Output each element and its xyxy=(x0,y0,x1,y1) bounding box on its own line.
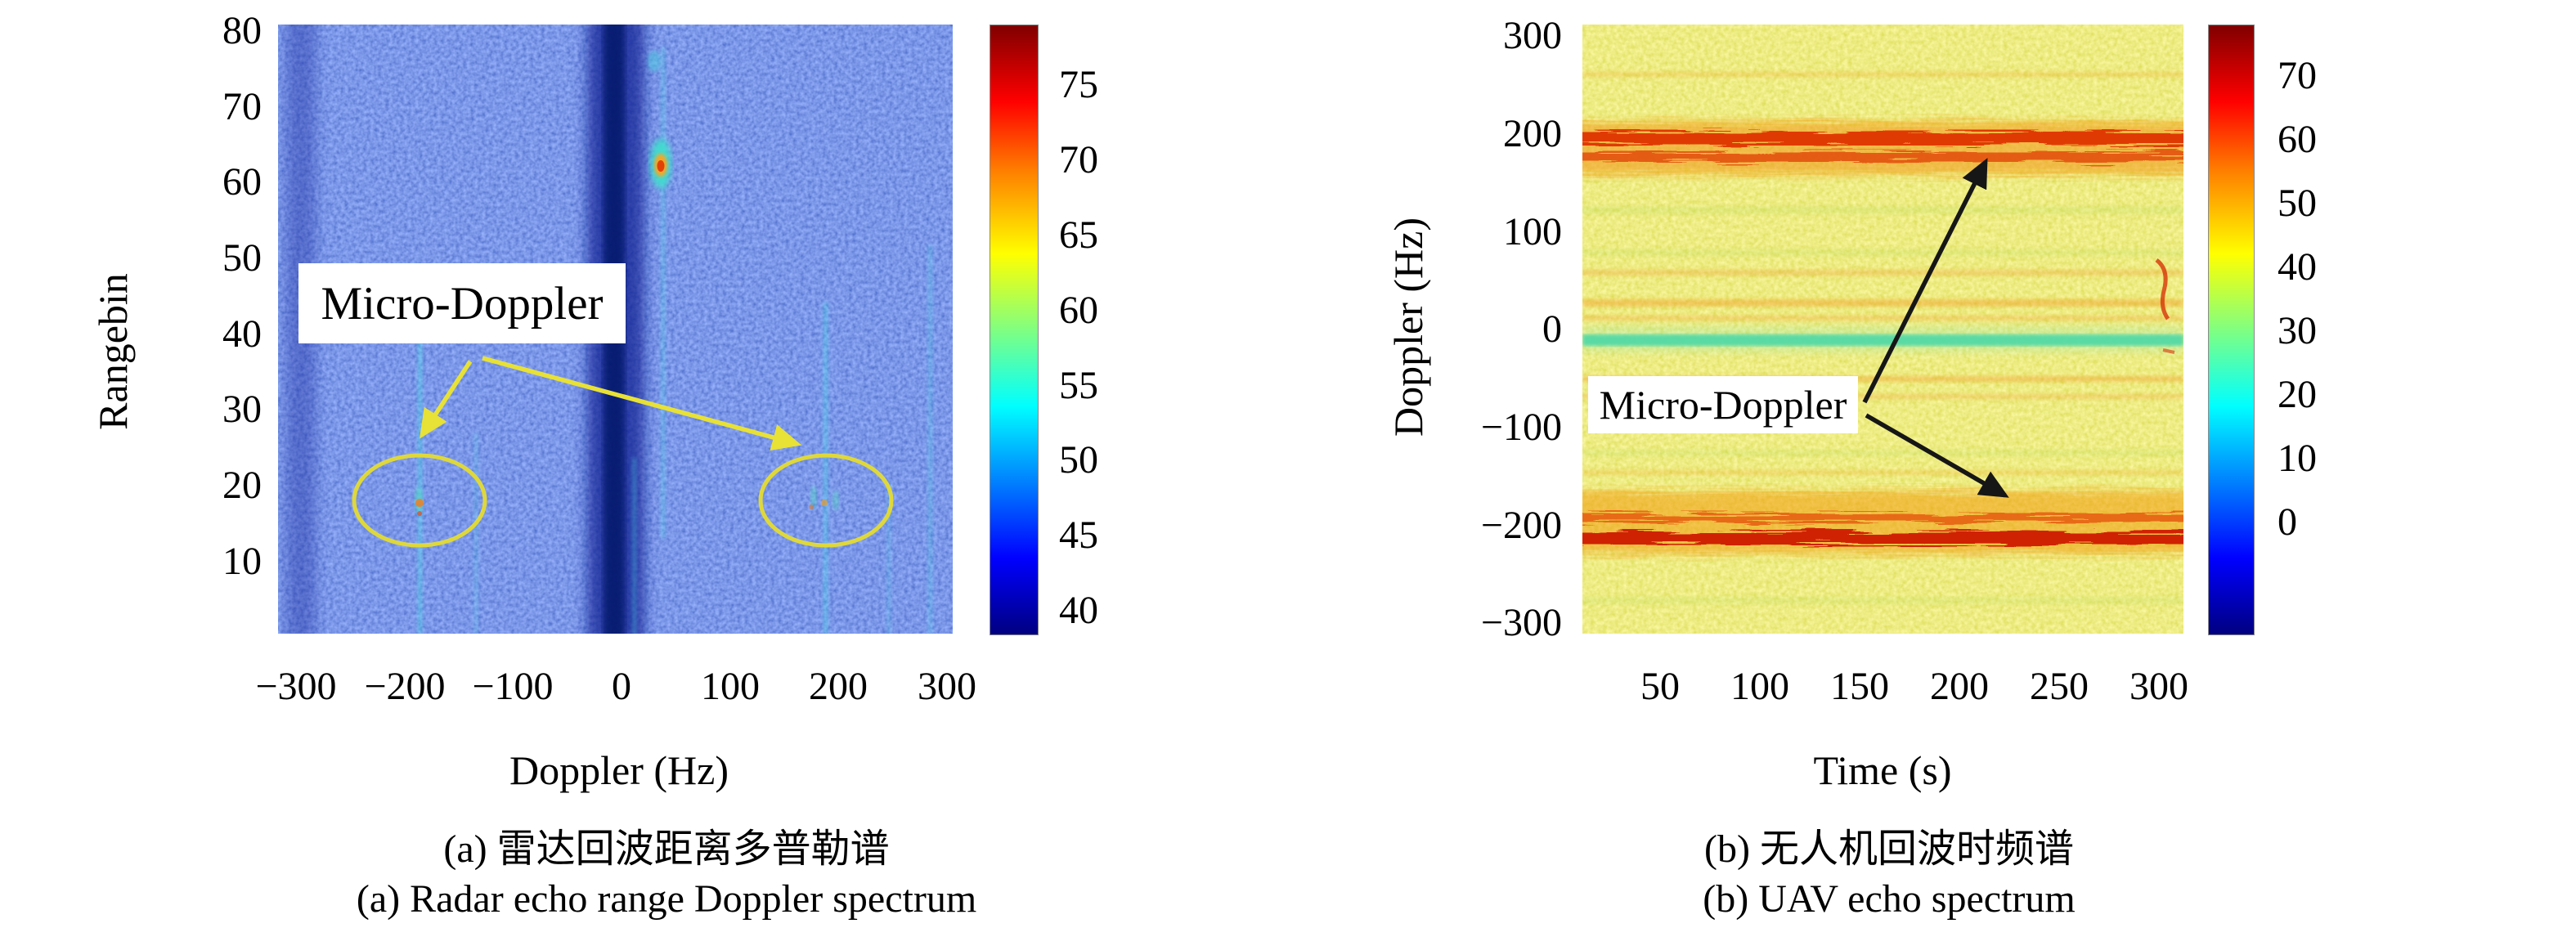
panel-b-lower-doppler-band xyxy=(1582,491,2183,554)
tick-label: 0 xyxy=(612,665,631,708)
panel-b-y-tick-labels: 300 200 100 0 −100 −200 −300 xyxy=(1439,0,1562,654)
panel-b-micro-doppler-label: Micro-Doppler xyxy=(1599,382,1847,428)
tick-label: 40 xyxy=(222,312,262,356)
panel-a-caption-zh: (a) 雷达回波距离多普勒谱 xyxy=(443,827,890,871)
tick-label: 70 xyxy=(1059,138,1098,182)
tick-label: 200 xyxy=(1930,665,1989,708)
tick-label: −300 xyxy=(1480,601,1562,645)
tick-label: 300 xyxy=(1503,14,1562,58)
panel-a-x-axis-title: Doppler (Hz) xyxy=(509,747,729,793)
tick-label: 70 xyxy=(2278,54,2317,97)
tick-label: 50 xyxy=(2278,182,2317,225)
tick-label: 300 xyxy=(918,665,976,708)
tick-label: 0 xyxy=(1542,307,1562,352)
tick-label: 200 xyxy=(1503,112,1562,156)
tick-label: 50 xyxy=(1059,438,1098,482)
panel-b-red-artifact xyxy=(2155,258,2170,321)
panel-b-heatmap-image xyxy=(1582,25,2183,634)
panel-b-x-axis-title: Time (s) xyxy=(1813,747,1952,793)
tick-label: 40 xyxy=(1059,589,1098,632)
tick-label: −100 xyxy=(1480,406,1562,450)
tick-label: 10 xyxy=(222,540,262,584)
tick-label: 40 xyxy=(2278,245,2317,289)
tick-label: 80 xyxy=(222,9,262,53)
tick-label: 70 xyxy=(222,85,262,129)
tick-label: 60 xyxy=(1059,289,1098,332)
tick-label: −200 xyxy=(364,665,446,708)
tick-label: 65 xyxy=(1059,213,1098,257)
panel-a-colorbar-labels: 75 70 65 60 55 50 45 40 xyxy=(1059,0,1157,654)
tick-label: 20 xyxy=(222,464,262,508)
tick-label: 60 xyxy=(222,160,262,204)
tick-label: 50 xyxy=(222,236,262,280)
panel-b-colorbar xyxy=(2208,25,2255,635)
panel-a-caption-en: (a) Radar echo range Doppler spectrum xyxy=(356,877,977,921)
tick-label: 100 xyxy=(701,665,760,708)
panel-b-zero-doppler-line xyxy=(1582,327,2183,352)
tick-label: 75 xyxy=(1059,63,1098,106)
tick-label: −100 xyxy=(472,665,554,708)
tick-label: 20 xyxy=(2278,373,2317,416)
panel-a-micro-doppler-label-box: Micro-Doppler xyxy=(298,263,626,343)
tick-label: 200 xyxy=(809,665,868,708)
panel-b-colorbar-labels: 70 60 50 40 30 20 10 0 xyxy=(2278,0,2376,654)
tick-label: 55 xyxy=(1059,364,1098,407)
panel-b-caption-en: (b) UAV echo spectrum xyxy=(1703,877,2076,921)
tick-label: 100 xyxy=(1503,210,1562,254)
panel-a-micro-doppler-label: Micro-Doppler xyxy=(321,277,604,330)
panel-b-caption-zh: (b) 无人机回波时频谱 xyxy=(1704,827,2074,871)
tick-label: 10 xyxy=(2278,437,2317,480)
panel-b-heatmap xyxy=(1582,25,2183,634)
panel-b-upper-doppler-band xyxy=(1582,121,2183,175)
tick-label: −200 xyxy=(1480,504,1562,548)
tick-label: 300 xyxy=(2129,665,2188,708)
panel-b-micro-doppler-label-box: Micro-Doppler xyxy=(1588,376,1858,433)
tick-label: −300 xyxy=(255,665,337,708)
tick-label: 60 xyxy=(2278,118,2317,161)
tick-label: 45 xyxy=(1059,513,1098,557)
tick-label: 50 xyxy=(1640,665,1680,708)
panel-a-small-echo-blob xyxy=(648,51,661,72)
tick-label: 0 xyxy=(2278,500,2297,544)
tick-label: 250 xyxy=(2030,665,2089,708)
panel-a-colorbar xyxy=(990,25,1039,635)
panel-a-y-tick-labels: 80 70 60 50 40 30 20 10 xyxy=(139,0,262,654)
panel-a-y-axis-title: Rangebin xyxy=(90,273,136,430)
tick-label: 150 xyxy=(1830,665,1889,708)
tick-label: 30 xyxy=(222,388,262,432)
tick-label: 30 xyxy=(2278,309,2317,352)
tick-label: 100 xyxy=(1730,665,1789,708)
panel-b-y-axis-title: Doppler (Hz) xyxy=(1385,217,1431,437)
